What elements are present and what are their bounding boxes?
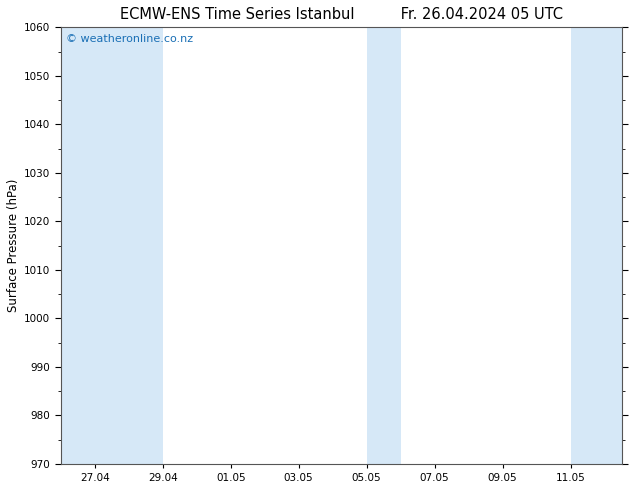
Bar	[94, 27, 163, 464]
Bar	[366, 27, 401, 464]
Bar	[61, 27, 94, 464]
Text: © weatheronline.co.nz: © weatheronline.co.nz	[67, 34, 193, 44]
Bar	[571, 27, 621, 464]
Y-axis label: Surface Pressure (hPa): Surface Pressure (hPa)	[7, 179, 20, 312]
Title: ECMW-ENS Time Series Istanbul          Fr. 26.04.2024 05 UTC: ECMW-ENS Time Series Istanbul Fr. 26.04.…	[120, 7, 562, 22]
